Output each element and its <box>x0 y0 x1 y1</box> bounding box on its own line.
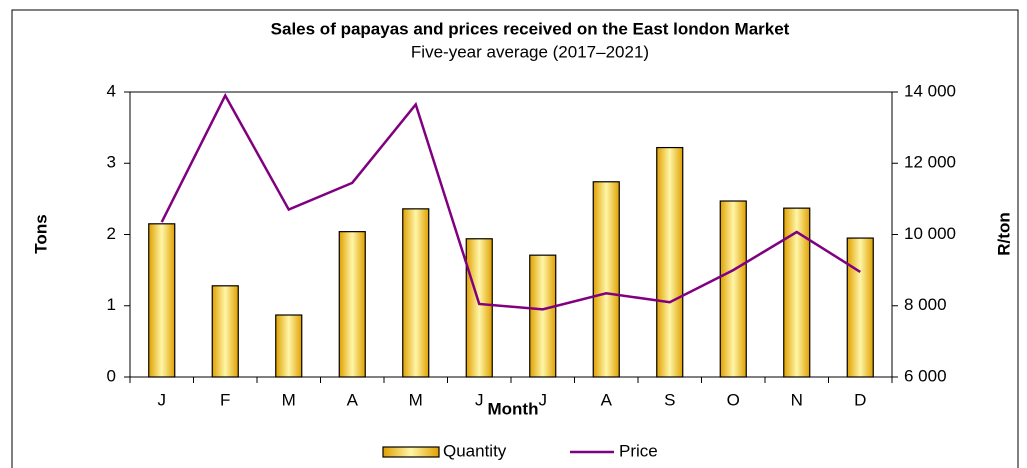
x-tick-label: M <box>282 390 296 409</box>
x-tick-label: J <box>475 390 484 409</box>
x-tick-label: N <box>791 390 803 409</box>
chart-subtitle: Five-year average (2017–2021) <box>411 42 649 61</box>
bar <box>656 146 684 378</box>
y2-tick-label: 14 000 <box>904 81 956 100</box>
y-tick-label: 0 <box>107 366 116 385</box>
y2-tick-label: 6 000 <box>904 366 947 385</box>
bar <box>592 181 620 378</box>
bar <box>211 285 239 378</box>
x-axis-title: Month <box>488 399 539 418</box>
y-axis-title: Tons <box>31 214 50 253</box>
x-tick-label: A <box>347 390 359 409</box>
bar <box>402 208 430 378</box>
x-tick-label: A <box>601 390 613 409</box>
chart-title: Sales of papayas and prices received on … <box>271 19 790 38</box>
x-tick-label: D <box>854 390 866 409</box>
legend-label: Price <box>619 441 658 460</box>
y2-axis-title: R/ton <box>994 212 1013 255</box>
bar <box>338 231 366 378</box>
y-tick-label: 1 <box>107 295 116 314</box>
bar <box>846 237 874 378</box>
price-line <box>160 92 861 311</box>
x-tick-label: O <box>727 390 740 409</box>
bar <box>465 238 493 378</box>
legend-label: Quantity <box>443 441 507 460</box>
y2-tick-label: 10 000 <box>904 224 956 243</box>
x-tick-label: J <box>539 390 548 409</box>
bar <box>148 223 176 378</box>
bar <box>275 314 303 378</box>
x-tick-label: S <box>664 390 675 409</box>
y-tick-label: 3 <box>107 153 116 172</box>
y-tick-label: 2 <box>107 224 116 243</box>
y2-tick-label: 8 000 <box>904 295 947 314</box>
legend-swatch <box>382 446 440 458</box>
bar <box>719 200 747 378</box>
y2-tick-label: 12 000 <box>904 153 956 172</box>
bar <box>529 254 557 378</box>
x-tick-label: M <box>409 390 423 409</box>
x-tick-label: F <box>220 390 230 409</box>
x-tick-label: J <box>158 390 167 409</box>
y-tick-label: 4 <box>107 81 116 100</box>
